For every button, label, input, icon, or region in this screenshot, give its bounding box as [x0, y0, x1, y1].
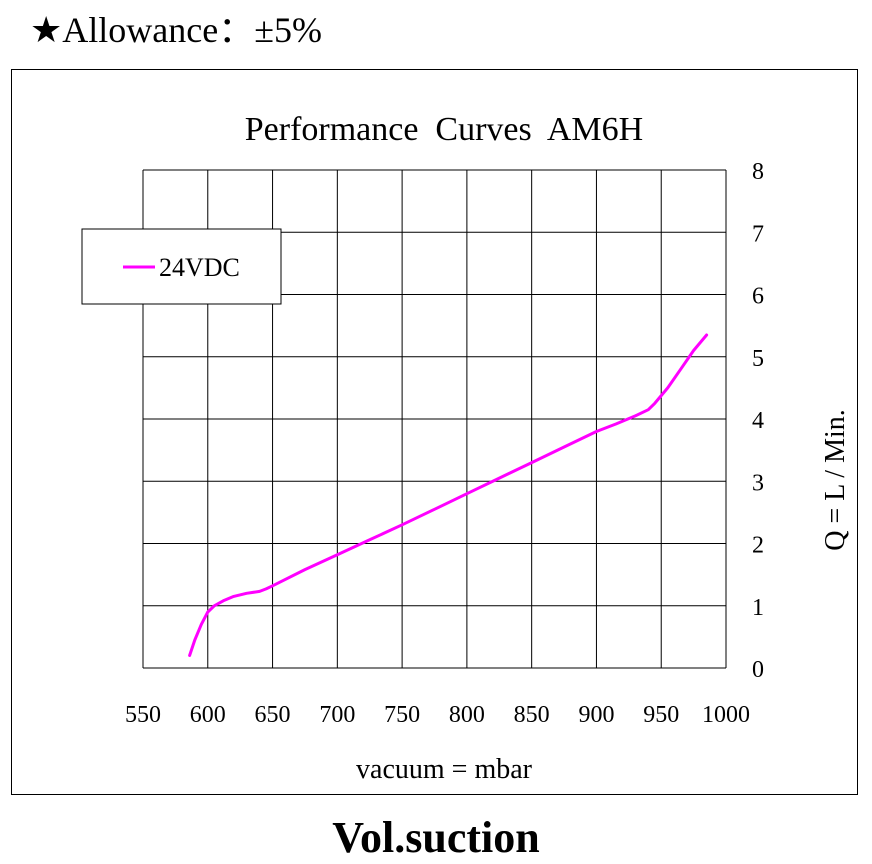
x-axis-label: vacuum = mbar: [356, 754, 533, 785]
x-tick-label: 1000: [702, 702, 750, 728]
y-tick-label: 0: [752, 657, 764, 683]
x-tick-label: 550: [125, 702, 161, 728]
legend: 24VDC: [81, 228, 282, 305]
footer-label: Vol.suction: [332, 813, 540, 862]
performance-chart: Performance Curves AM6H 550 600 650 700 750 8…: [81, 111, 851, 785]
y-tick-label: 5: [752, 346, 764, 372]
y-tick-label: 6: [752, 284, 764, 310]
series-line-24vdc: [188, 333, 709, 657]
y-tick-label: 2: [752, 533, 764, 559]
y-tick-label: 4: [752, 408, 764, 434]
y-tick-label: 7: [752, 221, 764, 247]
chart-grid: [142, 169, 727, 669]
star-icon: ★: [30, 10, 63, 50]
y-tick-label: 1: [752, 595, 764, 621]
y-tick-labels: 0 1 2 3 4 5 6 7 8: [752, 159, 764, 683]
x-tick-labels: 550 600 650 700 750 800 850 900 950 1000: [125, 702, 750, 728]
chart-frame: Performance Curves AM6H 550 600 650 700 750 8…: [11, 69, 858, 795]
series-group: [188, 333, 709, 657]
x-tick-label: 700: [319, 702, 355, 728]
chart-title: Performance Curves AM6H: [245, 111, 643, 148]
x-tick-label: 950: [643, 702, 679, 728]
x-tick-label: 800: [449, 702, 485, 728]
allowance-text: Allowance：±5%: [62, 10, 322, 50]
x-tick-label: 900: [578, 702, 614, 728]
legend-label-24vdc: 24VDC: [159, 253, 240, 282]
x-tick-label: 850: [514, 702, 550, 728]
y-tick-label: 3: [752, 470, 764, 496]
legend-box: [81, 228, 282, 305]
y-tick-label: 8: [752, 159, 764, 185]
x-tick-label: 650: [255, 702, 291, 728]
y-axis-label: Q = L / Min.: [820, 409, 851, 551]
allowance-note: ★Allowance：±5%: [30, 8, 322, 52]
x-tick-label: 600: [190, 702, 226, 728]
x-tick-label: 750: [384, 702, 420, 728]
